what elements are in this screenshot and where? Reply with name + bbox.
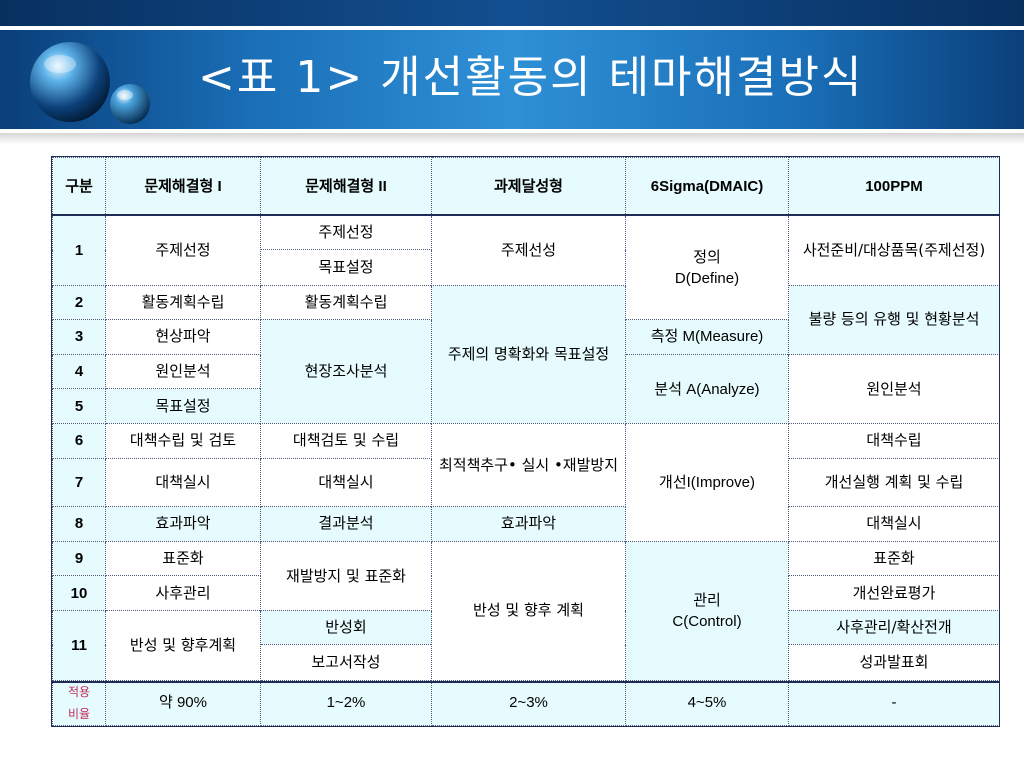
row-number: 8 bbox=[52, 505, 106, 542]
rate-label: 적용 비율 bbox=[52, 679, 106, 727]
table-cell: 대책실시 bbox=[788, 505, 1000, 542]
header-task-achievement: 과제달성형 bbox=[431, 156, 626, 217]
table-cell: 측정 M(Measure) bbox=[625, 318, 789, 355]
table-cell: 주제선정 bbox=[260, 215, 432, 251]
divider-top bbox=[0, 26, 1024, 30]
theme-solution-table: 구분 문제해결형 I 문제해결형 II 과제달성형 6Sigma(DMAIC) … bbox=[52, 156, 1000, 727]
table-cell: 효과파악 bbox=[105, 505, 261, 542]
cell-line: 적용 bbox=[67, 684, 91, 699]
table-cell: 반성 및 향후계획 bbox=[105, 610, 261, 681]
table-cell: 주제의 명확화와 목표설정 bbox=[431, 284, 626, 425]
table-cell: 목표설정 bbox=[105, 388, 261, 425]
top-strip bbox=[0, 0, 1024, 26]
cell-line: 정의 bbox=[693, 248, 721, 266]
cell-line: D(Define) bbox=[674, 269, 740, 287]
row-number: 7 bbox=[52, 457, 106, 507]
table-cell: 대책실시 bbox=[260, 457, 432, 507]
rate-cell: 약 90% bbox=[105, 679, 261, 727]
table-cell: 원인분석 bbox=[105, 353, 261, 390]
row-number: 1 bbox=[52, 215, 106, 286]
row-number: 3 bbox=[52, 318, 106, 355]
table-cell: 성과발표회 bbox=[788, 644, 1000, 681]
table-cell: 보고서작성 bbox=[260, 644, 432, 681]
rate-cell: 1~2% bbox=[260, 679, 432, 727]
rate-divider bbox=[52, 681, 999, 683]
table-cell: 대책실시 bbox=[105, 457, 261, 507]
table-cell: 대책수립 및 검토 bbox=[105, 423, 261, 459]
table-cell: 활동계획수립 bbox=[105, 284, 261, 320]
table-cell: 불량 등의 유행 및 현황분석 bbox=[788, 284, 1000, 355]
table-cell: 반성 및 향후 계획 bbox=[431, 540, 626, 681]
header-problem-solving-2: 문제해결형 II bbox=[260, 156, 432, 217]
table-cell-control: 관리 C(Control) bbox=[625, 540, 789, 681]
table-cell: 활동계획수립 bbox=[260, 284, 432, 320]
table-cell: 재발방지 및 표준화 bbox=[260, 540, 432, 612]
table-cell: 주제선정 bbox=[105, 215, 261, 286]
table-cell: 대책수립 bbox=[788, 423, 1000, 459]
row-number: 6 bbox=[52, 423, 106, 459]
cell-line: 관리 bbox=[693, 591, 721, 609]
rate-cell: 4~5% bbox=[625, 679, 789, 727]
table-cell: 표준화 bbox=[105, 540, 261, 577]
header-problem-solving-1: 문제해결형 I bbox=[105, 156, 261, 217]
row-number: 5 bbox=[52, 388, 106, 425]
cell-line: C(Control) bbox=[672, 612, 742, 630]
table-cell-define: 정의 D(Define) bbox=[625, 215, 789, 320]
table-cell: 표준화 bbox=[788, 540, 1000, 577]
table-cell: 효과파악 bbox=[431, 505, 626, 542]
row-number: 2 bbox=[52, 284, 106, 320]
table-cell: 목표설정 bbox=[260, 249, 432, 286]
table-cell: 사전준비/대상품목(주제선정) bbox=[788, 215, 1000, 286]
header-gubun: 구분 bbox=[52, 156, 106, 217]
table-cell: 반성회 bbox=[260, 610, 432, 646]
page-title: <표 1> 개선활동의 테마해결방식 bbox=[198, 52, 864, 103]
table-cell: 원인분석 bbox=[788, 353, 1000, 425]
sphere-logo-icon bbox=[30, 42, 150, 124]
table-cell: 개선완료평가 bbox=[788, 575, 1000, 612]
header-6sigma: 6Sigma(DMAIC) bbox=[625, 156, 789, 217]
table-cell: 대책검토 및 수립 bbox=[260, 423, 432, 459]
header-divider bbox=[52, 214, 999, 216]
rate-cell: 2~3% bbox=[431, 679, 626, 727]
table-cell: 사후관리 bbox=[105, 575, 261, 612]
table-cell: 개선실행 계획 및 수립 bbox=[788, 457, 1000, 507]
row-number: 11 bbox=[52, 610, 106, 681]
table-cell: 현상파악 bbox=[105, 318, 261, 355]
table-cell: 현장조사분석 bbox=[260, 318, 432, 425]
row-number: 9 bbox=[52, 540, 106, 577]
divider-bottom bbox=[0, 129, 1024, 133]
table-cell: 결과분석 bbox=[260, 505, 432, 542]
table-cell: 개선I(Improve) bbox=[625, 423, 789, 542]
gray-band bbox=[0, 133, 1024, 145]
header-100ppm: 100PPM bbox=[788, 156, 1000, 217]
row-number: 4 bbox=[52, 353, 106, 390]
row-number: 10 bbox=[52, 575, 106, 612]
table-cell: 주제선성 bbox=[431, 215, 626, 286]
cell-line: 비율 bbox=[67, 706, 91, 721]
table-cell: 분석 A(Analyze) bbox=[625, 353, 789, 425]
table-cell: 최적책추구• 실시 •재발방지 bbox=[431, 423, 626, 507]
rate-cell: - bbox=[788, 679, 1000, 727]
table-cell: 사후관리/확산전개 bbox=[788, 610, 1000, 646]
